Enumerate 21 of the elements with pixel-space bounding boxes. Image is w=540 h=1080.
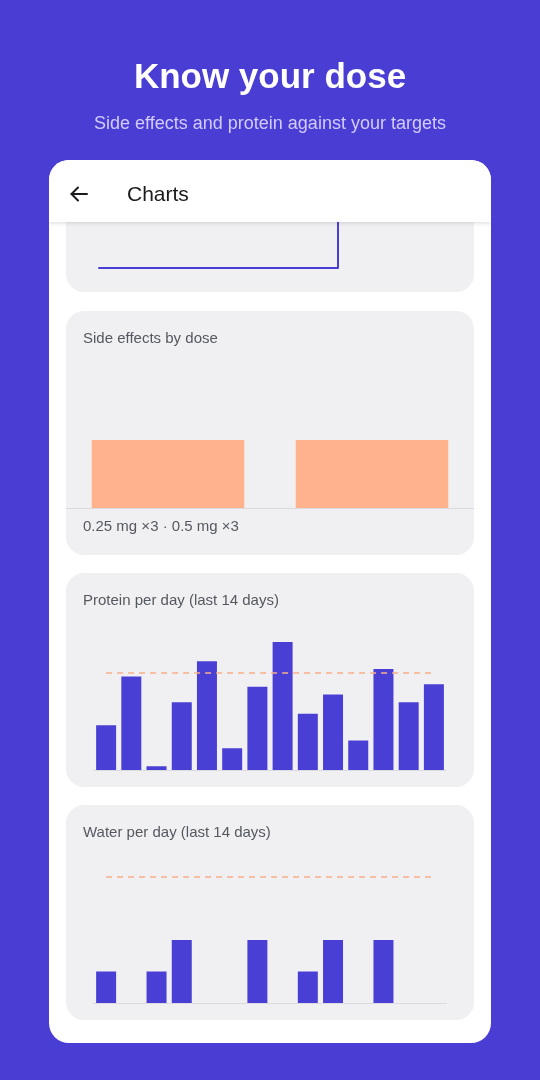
bar [196,661,217,770]
bar [96,725,117,770]
bar [398,702,419,770]
bar [297,713,318,770]
bar [272,642,293,770]
bar [423,684,444,770]
bar [222,748,243,770]
bar [171,702,192,770]
chart-title: Protein per day (last 14 days) [83,591,279,608]
text: Side effects and protein against your targets [93,112,447,134]
bar [348,740,369,770]
x-axis-title: 0.25 mg ×3 · 0.5 mg ×3 [83,517,239,534]
bar [146,766,167,770]
chart-title: Side effects by dose [83,329,218,346]
bar [373,668,394,770]
text: Charts [127,182,189,206]
bar [247,686,268,770]
chart-title: Water per day (last 14 days) [83,823,271,840]
bar [323,694,344,770]
bar [121,676,142,770]
text: Know your dose [132,55,408,97]
